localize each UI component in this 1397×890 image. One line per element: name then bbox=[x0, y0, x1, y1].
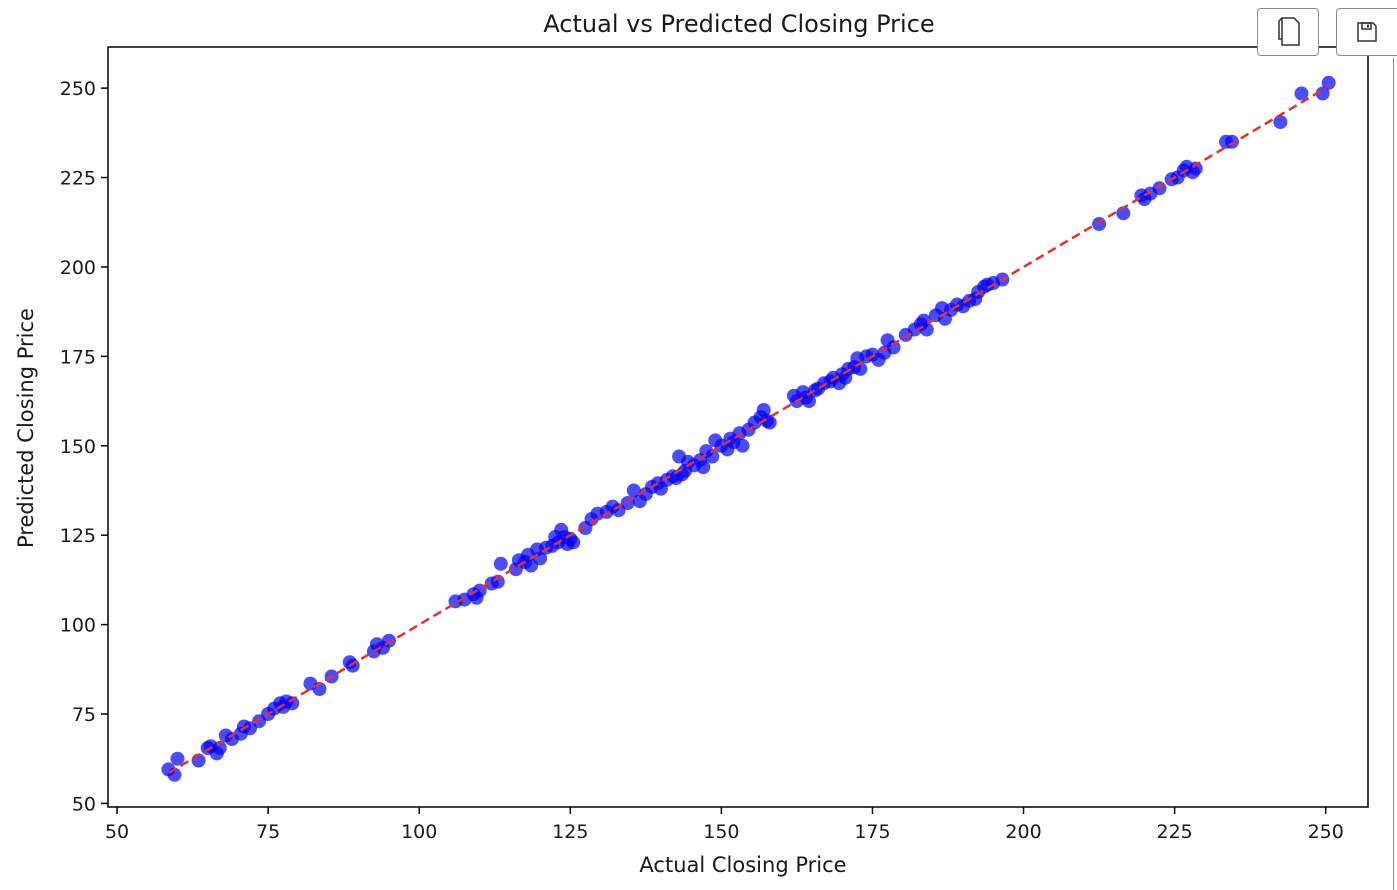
data-point bbox=[1315, 86, 1330, 101]
data-point bbox=[1294, 86, 1309, 101]
data-point bbox=[756, 403, 771, 417]
save-disk-icon bbox=[1357, 22, 1377, 42]
data-point bbox=[1273, 115, 1288, 130]
y-axis-label: Predicted Closing Price bbox=[14, 308, 38, 548]
data-point bbox=[1116, 206, 1131, 221]
x-tick-label: 250 bbox=[1308, 821, 1344, 843]
copy-button[interactable] bbox=[1257, 8, 1319, 56]
y-tick-label: 200 bbox=[60, 257, 96, 279]
x-tick-label: 50 bbox=[105, 821, 129, 843]
y-tick-label: 75 bbox=[72, 704, 96, 726]
reference-line-layer bbox=[167, 85, 1330, 775]
data-point bbox=[802, 394, 816, 409]
y-tick-label: 175 bbox=[60, 346, 96, 368]
data-point bbox=[493, 556, 508, 571]
y-tick-label: 50 bbox=[72, 793, 96, 815]
data-point bbox=[1092, 217, 1107, 231]
data-point bbox=[566, 535, 581, 550]
data-point bbox=[735, 438, 750, 453]
data-point bbox=[919, 322, 934, 337]
plot-area-frame bbox=[107, 46, 1369, 808]
x-axis-label: Actual Closing Price bbox=[639, 853, 846, 877]
data-point bbox=[696, 460, 711, 475]
y-tick-label: 150 bbox=[60, 436, 96, 458]
x-tick-label: 225 bbox=[1156, 821, 1192, 843]
panel-border bbox=[1393, 58, 1394, 890]
data-point bbox=[1225, 134, 1239, 149]
x-tick-label: 75 bbox=[256, 821, 280, 843]
chart-title: Actual vs Predicted Closing Price bbox=[543, 10, 934, 38]
x-axis-ticks: 50 75 100 125 150 175 200 225 250 bbox=[105, 807, 1344, 843]
x-tick-label: 125 bbox=[552, 821, 588, 843]
data-point bbox=[212, 741, 227, 755]
y-tick-label: 225 bbox=[60, 168, 96, 190]
data-point bbox=[490, 574, 505, 589]
data-point bbox=[626, 483, 641, 498]
data-point bbox=[1321, 75, 1336, 90]
save-button[interactable] bbox=[1336, 8, 1397, 56]
reference-line bbox=[167, 85, 1330, 775]
y-tick-label: 250 bbox=[60, 78, 96, 100]
x-tick-label: 200 bbox=[1005, 821, 1041, 843]
data-point bbox=[886, 340, 901, 355]
data-point bbox=[1152, 181, 1167, 196]
y-tick-label: 125 bbox=[60, 525, 96, 547]
data-point bbox=[170, 751, 185, 766]
data-point bbox=[1188, 161, 1203, 176]
data-point bbox=[345, 658, 360, 673]
x-tick-label: 150 bbox=[703, 821, 739, 843]
data-point bbox=[762, 415, 777, 430]
y-tick-label: 100 bbox=[60, 615, 96, 637]
copy-icon bbox=[1278, 17, 1300, 46]
y-axis-ticks: 50 75 100 125 150 175 200 225 250 bbox=[60, 78, 108, 815]
x-tick-label: 100 bbox=[401, 821, 437, 843]
x-tick-label: 175 bbox=[854, 821, 890, 843]
data-point bbox=[705, 449, 720, 464]
data-point bbox=[382, 633, 396, 648]
data-point bbox=[285, 696, 300, 711]
